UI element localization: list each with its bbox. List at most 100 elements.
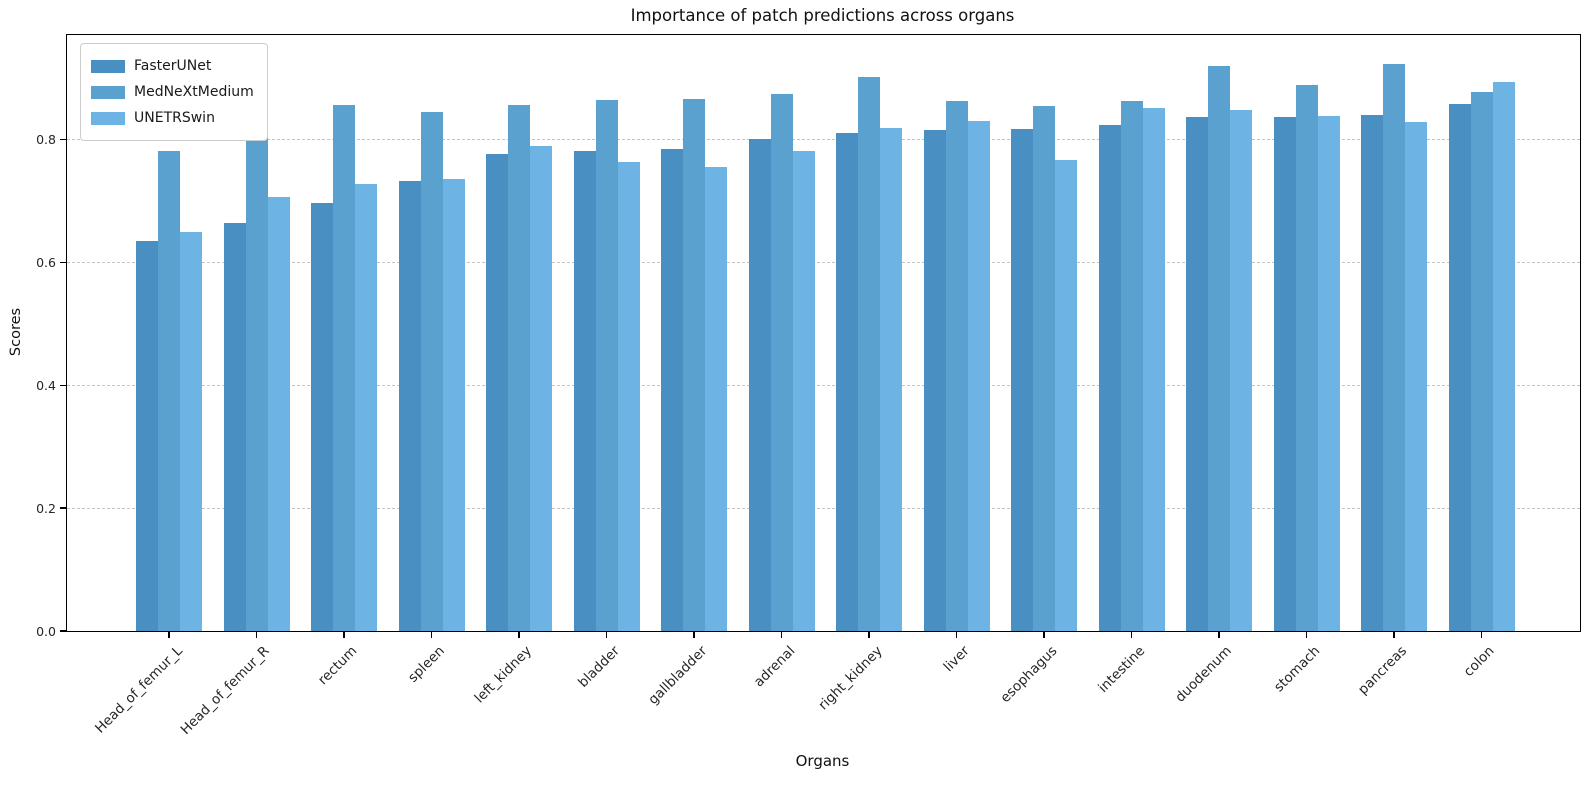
bar-FasterUNet-Head_of_femur_R — [223, 223, 246, 631]
x-tick-label-intestine: intestine — [1094, 643, 1148, 696]
bar-MedNeXtMedium-Head_of_femur_R — [245, 135, 268, 631]
x-tick-label-colon: colon — [1460, 643, 1498, 680]
bar-MedNeXtMedium-duodenum — [1208, 65, 1230, 631]
x-tick-mark — [1305, 632, 1308, 638]
bar-UNETRSwin-esophagus — [1055, 159, 1077, 631]
x-tick-mark — [430, 632, 433, 638]
bar-UNETRSwin-adrenal — [792, 150, 815, 631]
bar-UNETRSwin-colon — [1492, 81, 1515, 631]
y-tick-mark — [59, 138, 66, 141]
bar-FasterUNet-esophagus — [1011, 129, 1033, 631]
legend-label-fasterunet: FasterUNet — [134, 58, 212, 74]
bar-FasterUNet-Head_of_femur_L — [136, 240, 158, 631]
legend-item-mednextmedium: MedNeXtMedium — [91, 79, 254, 105]
x-axis-label: Organs — [795, 752, 850, 770]
bar-MedNeXtMedium-esophagus — [1033, 105, 1055, 631]
y-axis-label: Scores — [8, 307, 25, 357]
bar-UNETRSwin-stomach — [1317, 116, 1340, 631]
bar-UNETRSwin-pancreas — [1405, 121, 1427, 631]
x-tick-label-left_kidney: left_kidney — [471, 643, 536, 707]
legend-swatch-unetrswin-icon — [91, 111, 125, 125]
bar-UNETRSwin-gallbladder — [705, 167, 727, 631]
y-tick-label: 0.2 — [36, 500, 56, 516]
y-tick-mark — [59, 630, 66, 632]
gridline-y-0.4 — [67, 385, 1580, 387]
bar-MedNeXtMedium-pancreas — [1383, 64, 1405, 631]
x-tick-label-bladder: bladder — [575, 643, 623, 691]
bar-FasterUNet-spleen — [398, 180, 421, 631]
legend-item-fasterunet: FasterUNet — [91, 53, 254, 79]
legend-swatch-fasterunet-icon — [91, 59, 125, 73]
bar-MedNeXtMedium-colon — [1470, 91, 1493, 631]
bar-UNETRSwin-liver — [967, 121, 990, 631]
bar-FasterUNet-gallbladder — [661, 149, 683, 631]
bar-FasterUNet-pancreas — [1361, 114, 1383, 631]
x-tick-label-spleen: spleen — [405, 643, 448, 686]
plot-area: FasterUNet MedNeXtMedium UNETRSwin 0.0 0.… — [36, 34, 1581, 738]
legend: FasterUNet MedNeXtMedium UNETRSwin — [80, 43, 268, 141]
chart-title: Importance of patch predictions across o… — [630, 6, 1015, 25]
bar-FasterUNet-duodenum — [1186, 117, 1208, 631]
bar-UNETRSwin-bladder — [617, 161, 640, 631]
legend-label-mednextmedium: MedNeXtMedium — [134, 84, 254, 100]
x-tick-mark — [605, 632, 608, 638]
bar-UNETRSwin-Head_of_femur_L — [180, 231, 202, 631]
x-tick-label-liver: liver — [940, 643, 973, 676]
y-tick-mark — [59, 507, 66, 509]
x-tick-label-adrenal: adrenal — [750, 643, 798, 691]
bar-UNETRSwin-Head_of_femur_R — [267, 196, 290, 631]
x-tick-mark — [1130, 632, 1133, 638]
bar-MedNeXtMedium-liver — [945, 100, 968, 631]
x-tick-mark — [168, 632, 170, 638]
x-tick-mark — [868, 632, 870, 638]
x-tick-mark — [1043, 632, 1045, 638]
x-tick-label-stomach: stomach — [1270, 643, 1323, 696]
bar-FasterUNet-colon — [1448, 104, 1471, 631]
y-tick-label: 0.4 — [36, 377, 56, 393]
x-tick-label-esophagus: esophagus — [997, 643, 1061, 707]
x-tick-label-Head_of_femur_R: Head_of_femur_R — [177, 643, 273, 738]
x-tick-mark — [780, 632, 783, 638]
legend-item-unetrswin: UNETRSwin — [91, 105, 254, 131]
x-tick-mark — [693, 632, 695, 638]
y-tick-mark — [59, 261, 66, 264]
bar-UNETRSwin-rectum — [355, 184, 377, 631]
bar-UNETRSwin-right_kidney — [880, 128, 902, 631]
x-tick-mark — [1393, 632, 1395, 638]
bar-UNETRSwin-duodenum — [1230, 109, 1252, 631]
legend-label-unetrswin: UNETRSwin — [134, 110, 215, 126]
gridline-y-0.6 — [67, 262, 1580, 264]
bar-UNETRSwin-intestine — [1142, 107, 1165, 631]
x-tick-label-duodenum: duodenum — [1172, 643, 1236, 706]
x-tick-label-right_kidney: right_kidney — [814, 643, 886, 714]
bar-MedNeXtMedium-rectum — [333, 105, 355, 631]
bar-FasterUNet-rectum — [311, 203, 333, 631]
bar-MedNeXtMedium-stomach — [1295, 84, 1318, 631]
bar-MedNeXtMedium-right_kidney — [858, 76, 880, 631]
bar-FasterUNet-stomach — [1273, 117, 1296, 631]
bar-MedNeXtMedium-bladder — [595, 99, 618, 631]
bar-FasterUNet-right_kidney — [836, 132, 858, 631]
y-tick-label: 0.8 — [36, 131, 56, 147]
x-tick-mark — [1218, 632, 1220, 638]
y-tick-mark — [59, 384, 66, 386]
bar-MedNeXtMedium-gallbladder — [683, 98, 705, 631]
bar-FasterUNet-left_kidney — [486, 154, 508, 631]
x-tick-mark — [518, 632, 520, 638]
bar-MedNeXtMedium-intestine — [1120, 101, 1143, 631]
bar-FasterUNet-liver — [923, 129, 946, 631]
bar-UNETRSwin-left_kidney — [530, 145, 552, 631]
gridline-y-0.8 — [67, 139, 1580, 141]
bar-MedNeXtMedium-left_kidney — [508, 105, 530, 631]
y-tick-label: 0.0 — [36, 623, 56, 639]
y-tick-label: 0.6 — [36, 254, 56, 270]
x-tick-mark — [955, 632, 958, 638]
gridline-y-0.2 — [67, 508, 1580, 510]
x-tick-mark — [1480, 632, 1483, 638]
x-tick-label-rectum: rectum — [315, 643, 361, 689]
bar-MedNeXtMedium-Head_of_femur_L — [158, 150, 180, 631]
bar-MedNeXtMedium-adrenal — [770, 93, 793, 631]
x-tick-label-Head_of_femur_L: Head_of_femur_L — [91, 643, 186, 737]
bar-UNETRSwin-spleen — [442, 178, 465, 631]
